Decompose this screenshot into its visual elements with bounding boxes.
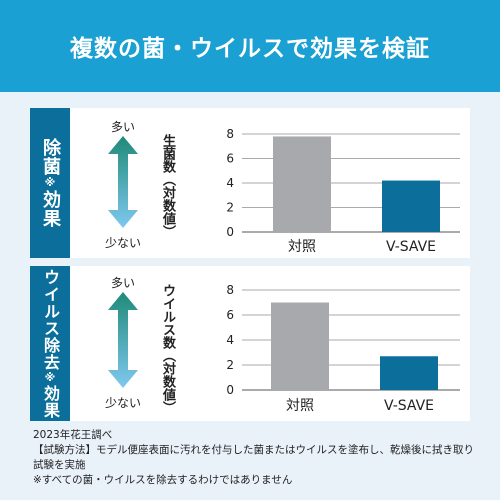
side-label-note-mark: ※	[43, 176, 57, 190]
footnote-disclaimer: ※すべての菌・ウイルスを除去するわけではありません	[33, 474, 293, 486]
bar-v-save	[382, 180, 440, 232]
y-tick-label: 0	[226, 383, 234, 397]
x-category-label: 対照	[286, 398, 314, 414]
x-category-label: V-SAVE	[384, 398, 434, 414]
up-down-arrow-icon	[108, 292, 138, 388]
y-tick-label: 4	[226, 176, 234, 190]
y-tick-label: 8	[226, 127, 234, 141]
less-label: 少ない	[104, 236, 141, 250]
side-label-text: 除菌	[40, 138, 61, 176]
chart-panel-virus-removal: ウイルス除去 ※ 効果 多い 少ない ウイルス数（対数値） 0 2 4 6 8 対照 V-SAV…	[30, 266, 470, 421]
y-tick-label: 8	[226, 283, 234, 297]
side-label-text-after: 効果	[40, 190, 61, 228]
bar-control	[271, 302, 329, 390]
page-title: 複数の菌・ウイルスで効果を検証	[0, 0, 500, 92]
bar-chart: 0 2 4 6 8 対照 V-SAVE	[226, 283, 460, 414]
footnote-method: 【試験方法】モデル便座表面に汚れを付与した菌またはウイルスを塗布し、乾燥後に拭き…	[33, 444, 474, 471]
x-category-label: 対照	[288, 239, 316, 255]
more-label: 多い	[110, 120, 135, 134]
more-label: 多い	[110, 276, 135, 290]
y-tick-label: 6	[226, 308, 234, 322]
side-label-note-mark: ※	[43, 370, 57, 385]
y-axis-label: ウイルス数（対数値）	[160, 284, 175, 414]
y-tick-label: 0	[226, 225, 234, 239]
footnote-source: 2023年花王調べ	[33, 429, 113, 441]
footnotes: 2023年花王調べ 【試験方法】モデル便座表面に汚れを付与した菌またはウイルスを…	[33, 428, 483, 488]
up-down-arrow-icon	[108, 136, 138, 228]
y-tick-label: 2	[226, 201, 234, 215]
side-label-text: ウイルス除去	[41, 268, 60, 371]
less-label: 少ない	[104, 396, 141, 410]
bar-v-save	[380, 356, 438, 390]
y-tick-label: 6	[226, 152, 234, 166]
side-label-text-after: 効果	[41, 384, 60, 419]
panel-side-label: ウイルス除去 ※ 効果	[30, 266, 70, 421]
y-tick-label: 4	[226, 333, 234, 347]
chart-panel-sterilization: 除菌 ※ 効果 多い 少ない 生菌数（対数値） 0 2 4 6 8 対照 V-SAVE	[30, 108, 470, 258]
y-tick-label: 2	[226, 358, 234, 372]
y-axis-label: 生菌数（対数値）	[160, 134, 175, 238]
panel-side-label: 除菌 ※ 効果	[30, 108, 70, 258]
x-category-label: V-SAVE	[386, 239, 436, 255]
bar-control	[273, 136, 331, 232]
bar-chart: 0 2 4 6 8 対照 V-SAVE	[226, 127, 460, 255]
